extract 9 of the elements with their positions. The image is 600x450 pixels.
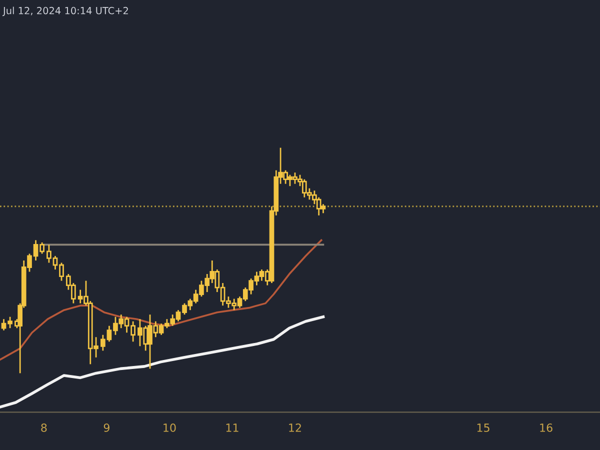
text: Jul 12, 2024 10:14 UTC+2 — [2, 6, 128, 16]
x-tick-label: 11 — [226, 424, 238, 432]
x-tick-label: 12 — [289, 424, 301, 432]
x-tick-label: 8 — [41, 424, 47, 432]
candlestick — [320, 203, 326, 214]
x-tick-label: 10 — [164, 424, 176, 432]
x-tick-label: 15 — [477, 424, 490, 432]
x-tick-label: 16 — [540, 424, 552, 432]
x-tick-label: 9 — [104, 424, 110, 432]
